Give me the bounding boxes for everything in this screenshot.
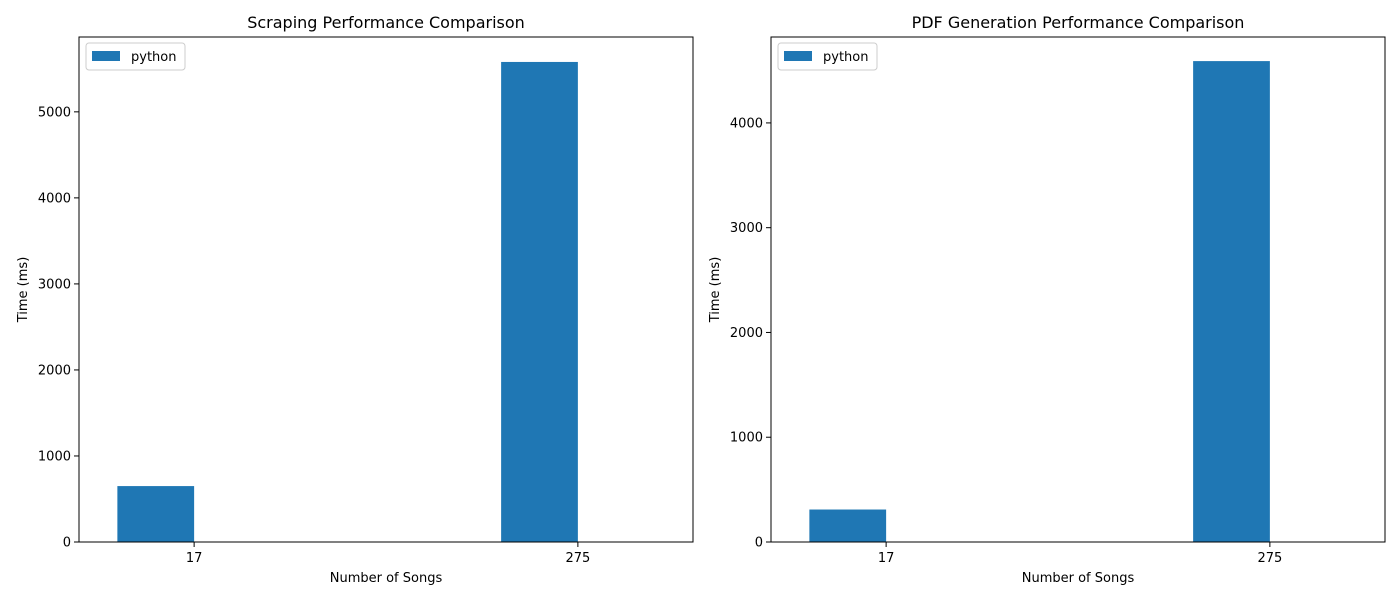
legend-label-python: python: [823, 50, 868, 65]
y-tick-label-2000: 2000: [38, 363, 71, 378]
bar-python-275: [1193, 61, 1270, 543]
legend-swatch-python: [784, 51, 812, 61]
legend-label-python: python: [131, 50, 176, 65]
legend-frame: [85, 42, 186, 71]
y-tick-label-3000: 3000: [730, 221, 763, 236]
x-axis-label: Number of Songs: [1022, 571, 1135, 586]
x-axis-label: Number of Songs: [330, 571, 443, 586]
y-tick-label-0: 0: [63, 536, 71, 551]
chart-panel-scraping: Scraping Performance Comparison 17 275 0 100…: [16, 13, 694, 586]
legend: python: [85, 42, 186, 71]
chart-title: Scraping Performance Comparison: [247, 13, 525, 32]
chart-panel-pdf-generation: PDF Generation Performance Comparison 17 2…: [692, 0, 1392, 600]
bar-python-17: [117, 486, 195, 542]
y-tick-label-5000: 5000: [38, 105, 71, 120]
y-tick-label-4000: 4000: [38, 191, 71, 206]
chart-svg-scraping: Scraping Performance Comparison 17 275 0 100…: [16, 13, 694, 586]
x-tick-label-275: 275: [565, 551, 590, 566]
bar-python-17: [809, 509, 887, 542]
legend: python: [777, 42, 878, 71]
x-tick-label-275: 275: [1257, 551, 1282, 566]
y-tick-label-3000: 3000: [38, 277, 71, 292]
bar-python-275: [501, 61, 578, 543]
legend-frame: [777, 42, 878, 71]
plot-frame: [770, 36, 1386, 543]
y-tick-label-1000: 1000: [38, 449, 71, 464]
x-tick-label-17: 17: [878, 551, 895, 566]
y-axis-label: Time (ms): [16, 257, 31, 324]
plot-frame: [78, 36, 694, 543]
y-axis-label: Time (ms): [708, 257, 723, 324]
x-tick-label-17: 17: [186, 551, 203, 566]
y-tick-label-1000: 1000: [730, 431, 763, 446]
y-tick-label-2000: 2000: [730, 326, 763, 341]
chart-title: PDF Generation Performance Comparison: [912, 13, 1245, 32]
y-tick-label-0: 0: [755, 536, 763, 551]
chart-svg-pdf-generation: PDF Generation Performance Comparison 17 2…: [708, 13, 1386, 586]
y-tick-label-4000: 4000: [730, 116, 763, 131]
legend-swatch-python: [92, 51, 120, 61]
